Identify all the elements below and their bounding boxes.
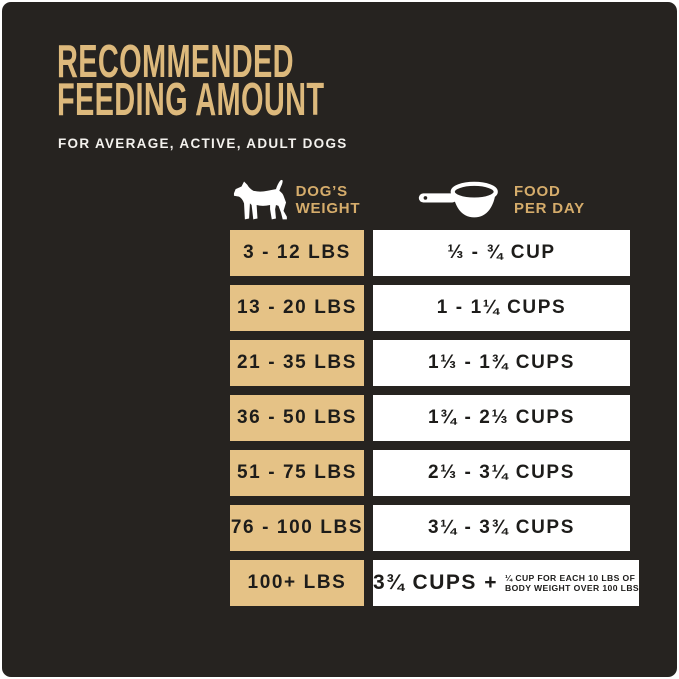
page-title: RECOMMENDED FEEDING AMOUNT xyxy=(57,35,325,125)
food-cell: 1⅓ - 1¾ CUPS xyxy=(373,340,630,386)
weight-cell: 36 - 50 LBS xyxy=(230,395,364,441)
measuring-cup-icon xyxy=(417,176,505,224)
column-header-food-per-day-label: FOOD PER DAY xyxy=(514,183,585,217)
food-note-line1: ¼ CUP FOR EACH 10 LBS OF xyxy=(504,572,636,583)
weight-cell: 3 - 12 LBS xyxy=(230,230,364,276)
food-cell: 2⅓ - 3¼ CUPS xyxy=(373,450,630,496)
weight-cell: 100+ LBS xyxy=(230,560,364,606)
food-note: ¼ CUP FOR EACH 10 LBS OF BODY WEIGHT OVE… xyxy=(505,573,639,594)
column-header-dogs-weight: DOG’S WEIGHT xyxy=(226,176,366,224)
page-title-line1: RECOMMENDED xyxy=(57,35,294,87)
feeding-table: 3 - 12 LBS ⅓ - ¾ CUP 13 - 20 LBS 1 - 1¼ … xyxy=(230,230,640,606)
food-per-day-label-line2: PER DAY xyxy=(514,200,585,217)
food-cell: 3¾ CUPS + ¼ CUP FOR EACH 10 LBS OF BODY … xyxy=(373,560,640,606)
weight-cell: 21 - 35 LBS xyxy=(230,340,364,386)
page-subtitle: FOR AVERAGE, ACTIVE, ADULT DOGS xyxy=(58,136,348,151)
food-per-day-label-line1: FOOD xyxy=(514,183,561,200)
table-row: 76 - 100 LBS 3¼ - 3¾ CUPS xyxy=(230,505,630,551)
food-amount: 3¾ CUPS + xyxy=(373,571,498,594)
food-cell: ⅓ - ¾ CUP xyxy=(373,230,630,276)
table-row: 3 - 12 LBS ⅓ - ¾ CUP xyxy=(230,230,630,276)
food-cell: 3¼ - 3¾ CUPS xyxy=(373,505,630,551)
column-header-dogs-weight-label: DOG’S WEIGHT xyxy=(296,183,361,217)
table-row: 21 - 35 LBS 1⅓ - 1¾ CUPS xyxy=(230,340,630,386)
weight-cell: 13 - 20 LBS xyxy=(230,285,364,331)
table-row: 51 - 75 LBS 2⅓ - 3¼ CUPS xyxy=(230,450,630,496)
dogs-weight-label-line1: DOG’S xyxy=(295,183,348,200)
column-header-food-per-day: FOOD PER DAY xyxy=(372,176,630,224)
dogs-weight-label-line2: WEIGHT xyxy=(295,200,361,217)
table-row: 13 - 20 LBS 1 - 1¼ CUPS xyxy=(230,285,630,331)
weight-cell: 76 - 100 LBS xyxy=(230,505,364,551)
page-title-line2: FEEDING AMOUNT xyxy=(57,73,325,125)
table-row: 36 - 50 LBS 1¾ - 2⅓ CUPS xyxy=(230,395,630,441)
dog-icon xyxy=(232,179,288,221)
food-cell: 1 - 1¼ CUPS xyxy=(373,285,630,331)
food-note-line2: BODY WEIGHT OVER 100 LBS xyxy=(504,583,640,593)
food-cell: 1¾ - 2⅓ CUPS xyxy=(373,395,630,441)
weight-cell: 51 - 75 LBS xyxy=(230,450,364,496)
table-row: 100+ LBS 3¾ CUPS + ¼ CUP FOR EACH 10 LBS… xyxy=(230,560,640,606)
